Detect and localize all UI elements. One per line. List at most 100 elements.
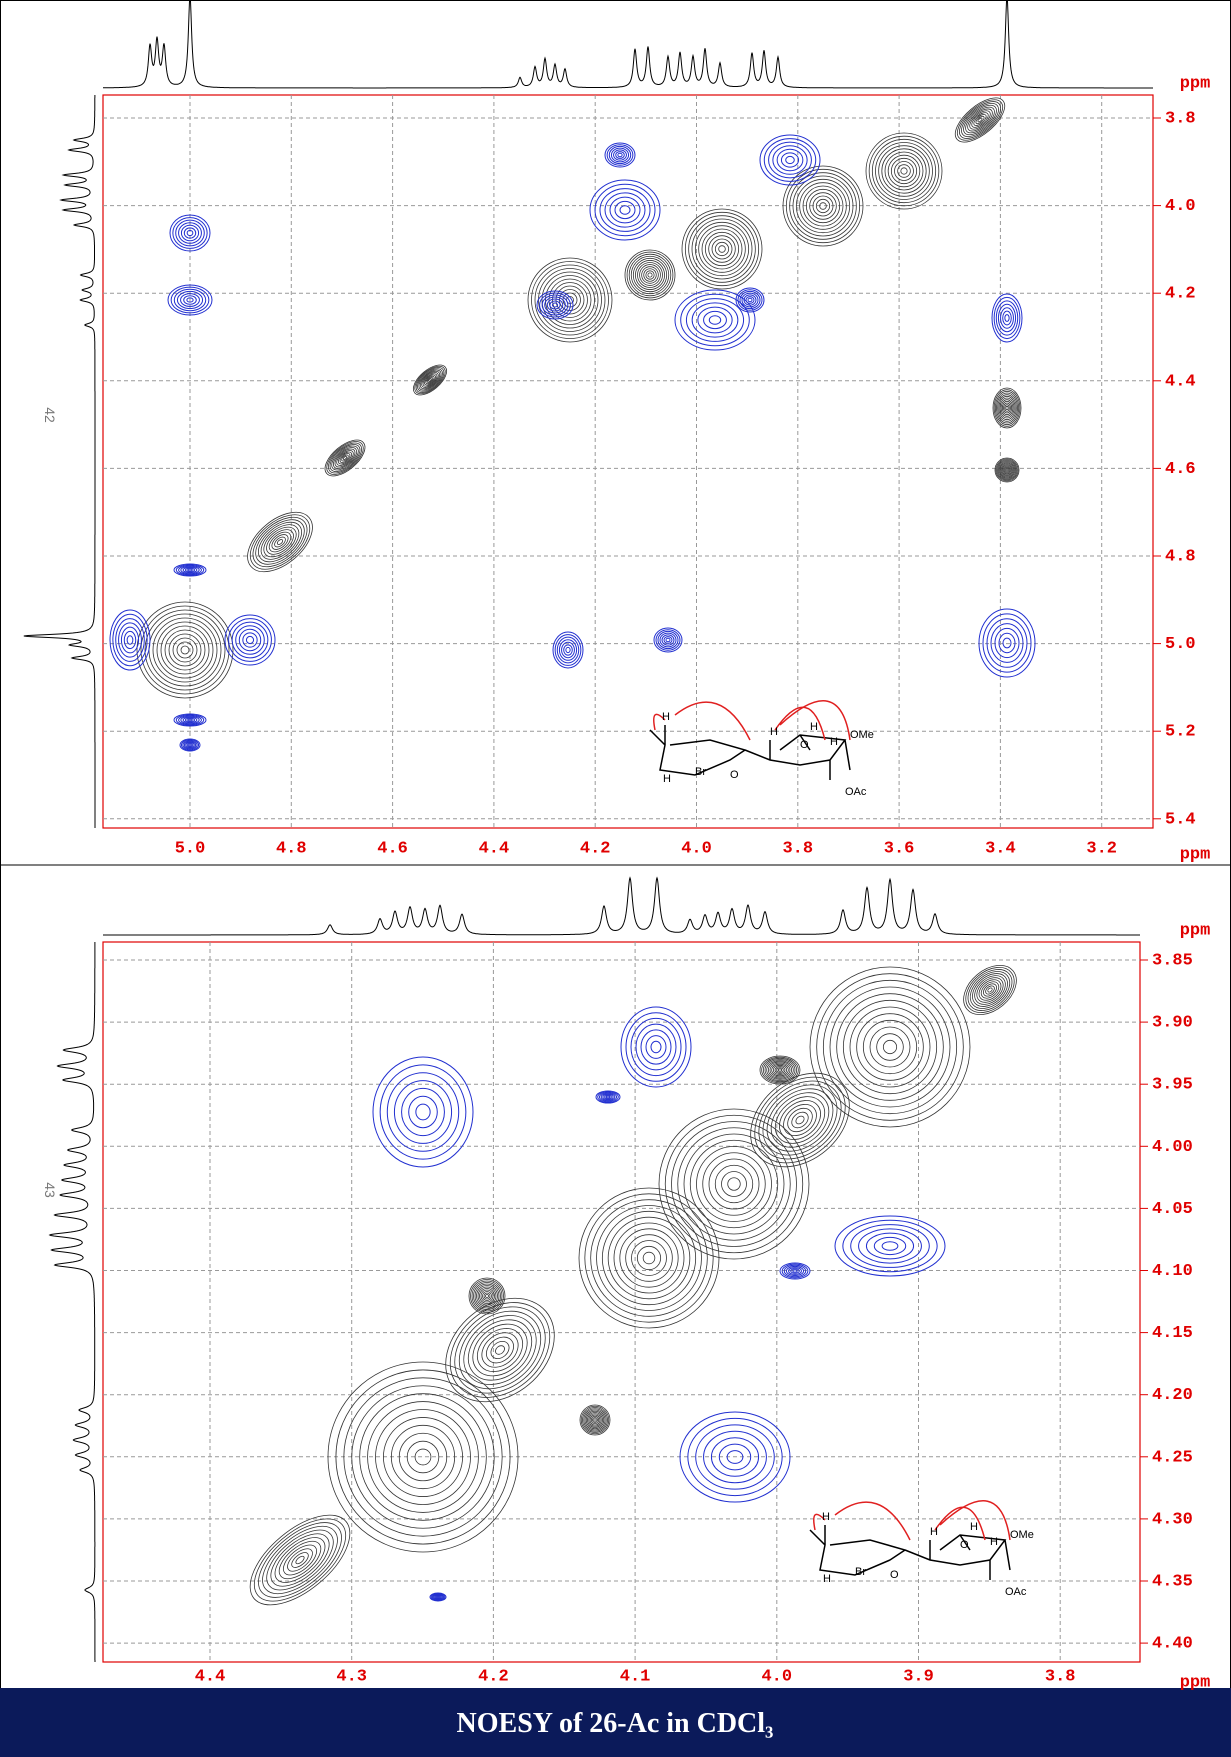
trace-left	[23, 95, 96, 828]
contour	[994, 627, 1020, 659]
contour	[873, 1236, 907, 1256]
contour	[743, 294, 757, 306]
molecule-label: O	[960, 1539, 969, 1551]
contour	[647, 272, 653, 278]
y-tick-label: 5.2	[1165, 723, 1196, 742]
contour	[779, 1262, 811, 1280]
contour	[367, 1401, 479, 1513]
contour	[771, 1063, 789, 1077]
y-tick-label: 3.8	[1165, 109, 1196, 128]
contour	[595, 1090, 621, 1104]
contour	[1005, 468, 1009, 472]
contour	[615, 151, 625, 159]
contour	[983, 983, 997, 997]
contour	[587, 1412, 603, 1428]
contour	[685, 298, 745, 342]
contours	[249, 964, 1017, 1606]
contour	[701, 228, 743, 270]
molecule-label: Br	[695, 766, 706, 778]
contour	[613, 1222, 685, 1294]
contour	[965, 967, 1015, 1013]
contour	[183, 295, 197, 305]
contour	[998, 632, 1016, 654]
contour	[777, 1068, 783, 1072]
contour	[476, 1328, 524, 1372]
contour	[186, 229, 194, 237]
contour	[589, 1414, 601, 1426]
contour	[994, 390, 1020, 426]
contour	[878, 145, 930, 197]
contour	[120, 626, 140, 654]
contour	[816, 973, 964, 1121]
contour	[642, 1251, 656, 1265]
contour	[805, 188, 841, 224]
x-tick-label: 4.4	[195, 1667, 226, 1686]
contour	[480, 1289, 494, 1303]
contour	[327, 1361, 519, 1553]
contour	[657, 630, 679, 650]
contour	[745, 296, 755, 304]
contour	[609, 196, 641, 224]
contour	[600, 1093, 616, 1101]
contour	[582, 1407, 608, 1433]
contour	[842, 999, 938, 1095]
contour	[772, 1064, 788, 1076]
contour	[737, 289, 763, 311]
x-tick-label: 3.9	[903, 1667, 934, 1686]
contour	[602, 1093, 614, 1101]
contour	[661, 634, 675, 646]
contour	[619, 205, 631, 215]
contour	[963, 964, 1017, 1016]
contour	[890, 157, 918, 185]
contour	[242, 632, 258, 648]
contour	[329, 444, 361, 472]
contour	[175, 219, 205, 247]
contour	[597, 1091, 619, 1103]
contour	[882, 1039, 898, 1055]
contour	[183, 227, 197, 239]
contour	[556, 636, 580, 664]
contour	[856, 1013, 924, 1081]
contour	[589, 179, 661, 241]
contour	[238, 628, 262, 652]
contour	[436, 1595, 440, 1599]
contour	[1002, 310, 1012, 326]
contour	[708, 315, 722, 325]
x-tick-label: 5.0	[175, 839, 206, 858]
contour	[978, 979, 1002, 1001]
contour	[271, 534, 289, 550]
contour	[965, 106, 995, 134]
contour	[655, 629, 681, 651]
contour	[454, 1306, 546, 1394]
contour	[696, 1146, 772, 1222]
contour	[176, 290, 204, 310]
contour	[359, 1393, 487, 1521]
contour	[164, 629, 206, 671]
contour	[351, 1385, 495, 1529]
contour	[418, 369, 442, 391]
contour	[703, 1430, 767, 1484]
contour	[408, 1095, 438, 1129]
contour	[779, 1100, 821, 1140]
molecule-label: O	[890, 1569, 899, 1581]
contour	[1000, 307, 1014, 329]
contour	[590, 1199, 708, 1317]
contour	[640, 1029, 672, 1065]
plot-area	[102, 94, 1154, 829]
x-tick-label: 4.2	[478, 1667, 509, 1686]
contour	[588, 1413, 602, 1427]
y-tick-label: 4.35	[1152, 1572, 1193, 1591]
contour	[332, 447, 358, 469]
contour	[546, 298, 564, 312]
contour	[184, 717, 196, 723]
contour	[997, 303, 1017, 333]
contour	[708, 1158, 760, 1210]
contour	[172, 217, 208, 249]
contour	[112, 613, 148, 667]
contour	[148, 613, 222, 687]
contour	[247, 511, 313, 573]
molecule-label: H	[810, 721, 818, 733]
contour	[961, 103, 999, 137]
y-tick-label: 3.90	[1152, 1014, 1193, 1033]
contour	[539, 292, 571, 318]
